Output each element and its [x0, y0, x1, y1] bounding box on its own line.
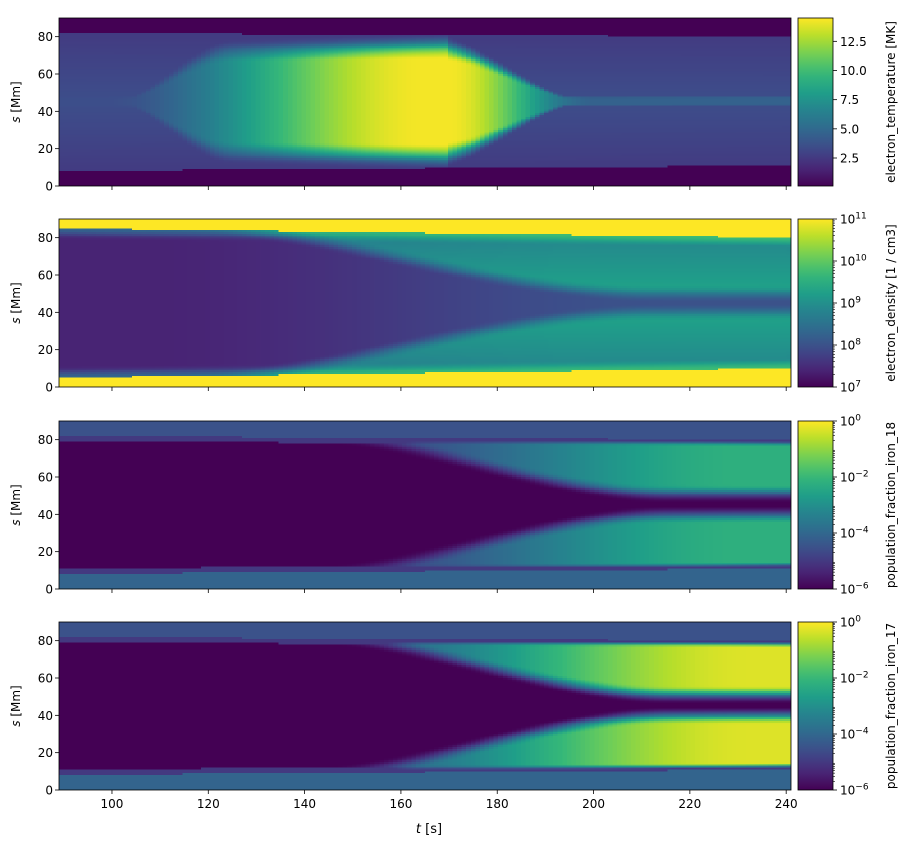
heatmap-panel-3: 0 20 40 60 80 s [Mm] 10−6 10−4 10−2 100 population…: [9, 414, 898, 597]
y-tick-label: 40: [38, 709, 53, 723]
y-tick-label: 60: [38, 471, 53, 485]
colorbar-tick-label: 10−4: [840, 727, 869, 742]
y-tick-label: 60: [38, 269, 53, 283]
colorbar-tick-label: 10−6: [840, 582, 869, 597]
y-axis-label: s [Mm]: [9, 282, 23, 324]
y-tick-label: 80: [38, 634, 53, 648]
colorbar-ticks: 10−6 10−4 10−2 100: [833, 414, 869, 597]
colorbar-label: electron_temperature [MK]: [884, 21, 898, 183]
colorbar-tick-label: 10−6: [840, 783, 869, 798]
plot-frame: [58, 621, 792, 791]
heatmap-panel-1: 0 20 40 60 80 s [Mm] 2.5 5.0 7.5 10.0 12.5 electron…: [9, 17, 898, 194]
colorbar-ticks: 107 108 109 1010 1011: [833, 212, 867, 395]
colorbar-tick-label: 107: [840, 380, 861, 395]
y-tick-label: 80: [38, 433, 53, 447]
y-tick-label: 20: [38, 343, 53, 357]
y-tick-label: 80: [38, 30, 53, 44]
x-tick-label: 100: [101, 797, 124, 811]
y-tick-label: 40: [38, 306, 53, 320]
x-tick-label: 240: [775, 797, 798, 811]
colorbar-tick-label: 5.0: [840, 122, 859, 136]
y-tick-label: 0: [45, 180, 53, 194]
colorbar: [797, 420, 834, 590]
colorbar-tick-label: 7.5: [840, 93, 859, 107]
y-tick-label: 0: [45, 583, 53, 597]
y-tick-label: 20: [38, 746, 53, 760]
plot-frame: [58, 17, 792, 187]
colorbar-tick-label: 1010: [840, 254, 867, 269]
colorbar-tick-label: 100: [840, 615, 861, 630]
x-tick-label: 120: [197, 797, 220, 811]
y-tick-label: 20: [38, 545, 53, 559]
colorbar-tick-label: 108: [840, 338, 861, 353]
heatmap-panel-2: 0 20 40 60 80 s [Mm] 107 108 109 1010 1011 electron…: [9, 212, 898, 395]
colorbar-tick-label: 100: [840, 414, 861, 429]
heatmap-panel-4: 0 20 40 60 80 100 120 140 160 180 200 220 240 s [Mm] 1…: [9, 615, 898, 812]
colorbar-tick-label: 2.5: [840, 152, 859, 166]
plot-frame: [58, 218, 792, 388]
colorbar: [797, 621, 834, 791]
colorbar-ticks: 2.5 5.0 7.5 10.0 12.5: [833, 35, 867, 166]
colorbar-tick-label: 109: [840, 296, 861, 311]
y-axis-label: s [Mm]: [9, 484, 23, 526]
colorbar: [797, 218, 834, 388]
heatmap-image: [59, 219, 791, 387]
heatmap-image: [59, 421, 791, 589]
x-tick-label: 140: [293, 797, 316, 811]
y-tick-label: 80: [38, 231, 53, 245]
x-tick-label: 220: [678, 797, 701, 811]
y-tick-label: 40: [38, 508, 53, 522]
colorbar-tick-label: 10−2: [840, 470, 869, 485]
colorbar-tick-label: 1011: [840, 212, 867, 227]
heatmap-image: [59, 622, 791, 790]
y-tick-label: 60: [38, 672, 53, 686]
y-tick-label: 60: [38, 68, 53, 82]
colorbar: [797, 17, 834, 187]
x-tick-label: 200: [582, 797, 605, 811]
y-tick-label: 40: [38, 105, 53, 119]
x-tick-label: 160: [389, 797, 412, 811]
x-axis-label: t [s]: [416, 822, 442, 837]
y-axis-label: s [Mm]: [9, 685, 23, 727]
colorbar-label: population_fraction_iron_17: [884, 623, 898, 789]
colorbar-ticks: 10−6 10−4 10−2 100: [833, 615, 869, 798]
heatmap-image: [59, 18, 791, 186]
colorbar-tick-label: 10−2: [840, 671, 869, 686]
y-tick-label: 0: [45, 784, 53, 798]
colorbar-label: population_fraction_iron_18: [884, 422, 898, 588]
colorbar-label: electron_density [1 / cm3]: [884, 224, 898, 381]
plot-frame: [58, 420, 792, 590]
colorbar-tick-label: 10.0: [840, 64, 867, 78]
colorbar-tick-label: 12.5: [840, 35, 867, 49]
colorbar-tick-label: 10−4: [840, 526, 869, 541]
y-axis-label: s [Mm]: [9, 81, 23, 123]
x-tick-label: 180: [486, 797, 509, 811]
y-tick-label: 20: [38, 142, 53, 156]
y-tick-label: 0: [45, 381, 53, 395]
